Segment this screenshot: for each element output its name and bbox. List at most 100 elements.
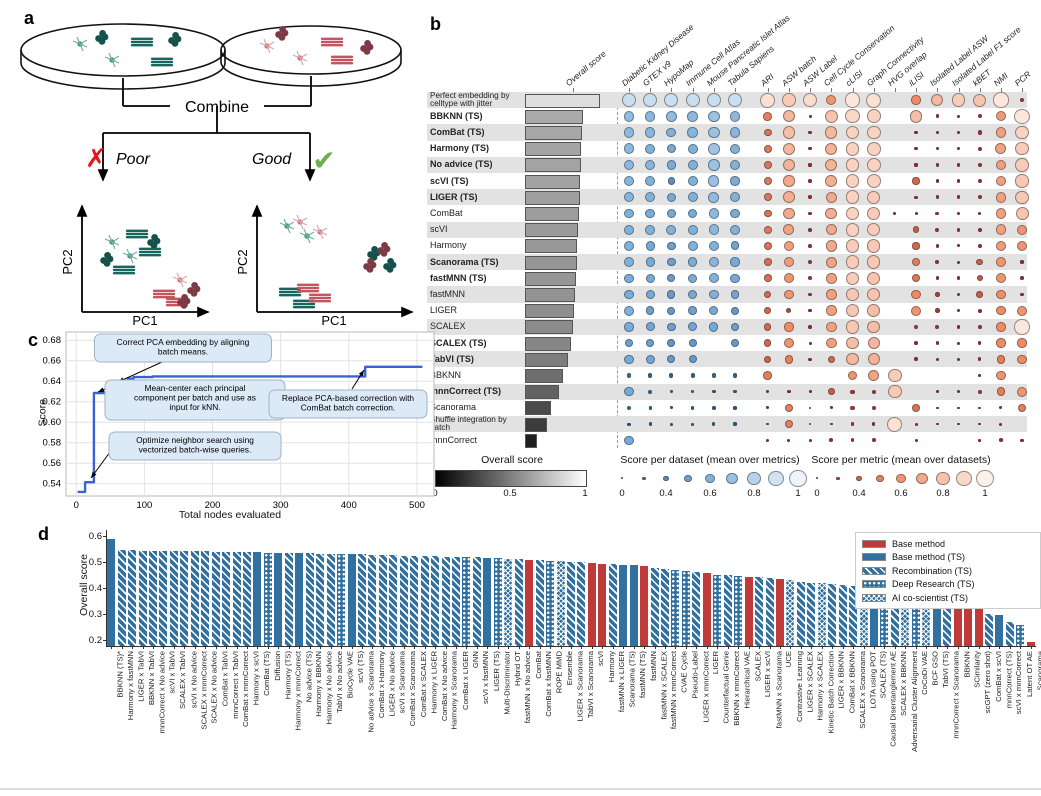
c-y-tick-label: 0.58 [43, 438, 62, 449]
score-dot [624, 273, 634, 284]
score-dot [931, 93, 944, 107]
panel-a-schematic: Combine ✗ Poor Good ✔ PC1 PC2 [12, 4, 424, 328]
score-dot [850, 405, 855, 411]
matrix-row: fastMNN [427, 286, 1027, 303]
d-x-tickmark [581, 646, 583, 649]
score-dot [866, 141, 881, 156]
score-dot [825, 224, 837, 236]
score-dot [708, 126, 720, 139]
score-dot [935, 276, 940, 281]
bar-label: SCALEX x mnnCorrect [199, 651, 209, 730]
score-dot [708, 273, 719, 284]
column-header: ARI [758, 71, 776, 88]
score-dot [666, 144, 677, 154]
score-bar [671, 570, 680, 646]
score-dot [956, 357, 961, 361]
score-dot [667, 241, 676, 251]
bar-label: LIGER x SCALEX [805, 651, 815, 713]
score-dot [783, 207, 795, 220]
score-dot [914, 163, 918, 167]
score-bar [347, 554, 356, 646]
score-dot [956, 390, 961, 394]
score-bar [796, 581, 805, 646]
bar-label: fastMNN x Scanorama [774, 651, 784, 729]
overall-score-bar [525, 287, 576, 302]
score-bar [493, 558, 502, 646]
score-dot [690, 389, 695, 394]
bar-label: Harmony x Scanorama [450, 651, 460, 730]
bar-label: fastMNN [648, 651, 658, 681]
score-bar [399, 555, 408, 646]
score-dot [708, 240, 719, 251]
matrix-row: scVI (TS) [427, 173, 1029, 189]
score-dot [956, 163, 961, 167]
d-x-tickmark [309, 646, 311, 649]
score-dot [867, 304, 880, 317]
score-dot [845, 239, 860, 253]
score-bar [723, 575, 732, 646]
bar-label: SCALEX x Scanorama [857, 651, 867, 729]
score-dot [866, 222, 881, 237]
score-dot [977, 146, 982, 151]
score-dot [666, 208, 677, 219]
score-dot [956, 276, 961, 281]
score-dot [691, 422, 695, 426]
score-dot [911, 257, 921, 267]
score-dot [733, 422, 737, 426]
overall-score-bar [525, 401, 552, 416]
score-dot [648, 406, 652, 410]
dataset-legend-tick: 0.6 [703, 488, 717, 500]
bar-label: SCALEX (TS) [878, 651, 888, 699]
d-x-tickmark [675, 646, 677, 649]
score-bar [807, 582, 816, 646]
d-x-tickmark [152, 646, 154, 649]
score-dot [978, 211, 982, 216]
score-dot [912, 177, 920, 185]
d-x-tickmark [226, 646, 228, 649]
legend-tick-label: 0.5 [503, 488, 517, 500]
score-dot [867, 287, 881, 301]
score-dot [912, 403, 921, 412]
legend-tick-label: 1 [582, 488, 588, 500]
score-dot [708, 110, 720, 122]
dataset-legend-circle [705, 473, 715, 484]
score-dot [808, 260, 813, 265]
matrix-row: TabVI (TS) [427, 351, 1027, 368]
score-dot [995, 370, 1006, 381]
cross-icon: ✗ [85, 143, 107, 173]
score-dot [685, 93, 700, 108]
d-x-tickmark [623, 646, 625, 649]
d-x-tickmark [163, 646, 165, 649]
d-x-tickmark [194, 646, 196, 649]
d-legend-label: Deep Research (TS) [892, 579, 975, 590]
combine-connector [97, 76, 316, 182]
rec-swatch [862, 566, 886, 575]
score-dot [728, 93, 742, 108]
score-dot [956, 195, 961, 200]
d-x-tickmark [988, 646, 990, 649]
score-dot [786, 308, 792, 314]
overall-score-bar [525, 255, 577, 270]
score-bar [775, 578, 784, 646]
score-dot [866, 109, 881, 124]
column-header: NMI [991, 70, 1010, 88]
score-dot [912, 226, 920, 233]
d-x-tickmark [330, 646, 332, 649]
score-dot [687, 224, 698, 235]
score-dot [766, 438, 770, 442]
d-y-tick-label: 0.5 [88, 557, 102, 569]
dataset-legend-tick: 0 [619, 488, 625, 500]
score-dot [977, 227, 982, 232]
d-x-tickmark [184, 646, 186, 649]
bar-label: ComBat x BBKNN [847, 651, 857, 714]
check-icon: ✔ [312, 145, 335, 176]
score-bar [1026, 641, 1035, 646]
matrix-row: BBKNN (TS) [427, 108, 1030, 124]
column-tick [692, 88, 694, 92]
annotation-text: ComBat batch correction. [301, 403, 396, 413]
score-dot [845, 287, 860, 302]
score-bar [535, 560, 544, 646]
bar-label: ComBat x mnnCorrect [241, 651, 251, 728]
score-dot [845, 271, 860, 286]
score-dot [996, 387, 1006, 396]
